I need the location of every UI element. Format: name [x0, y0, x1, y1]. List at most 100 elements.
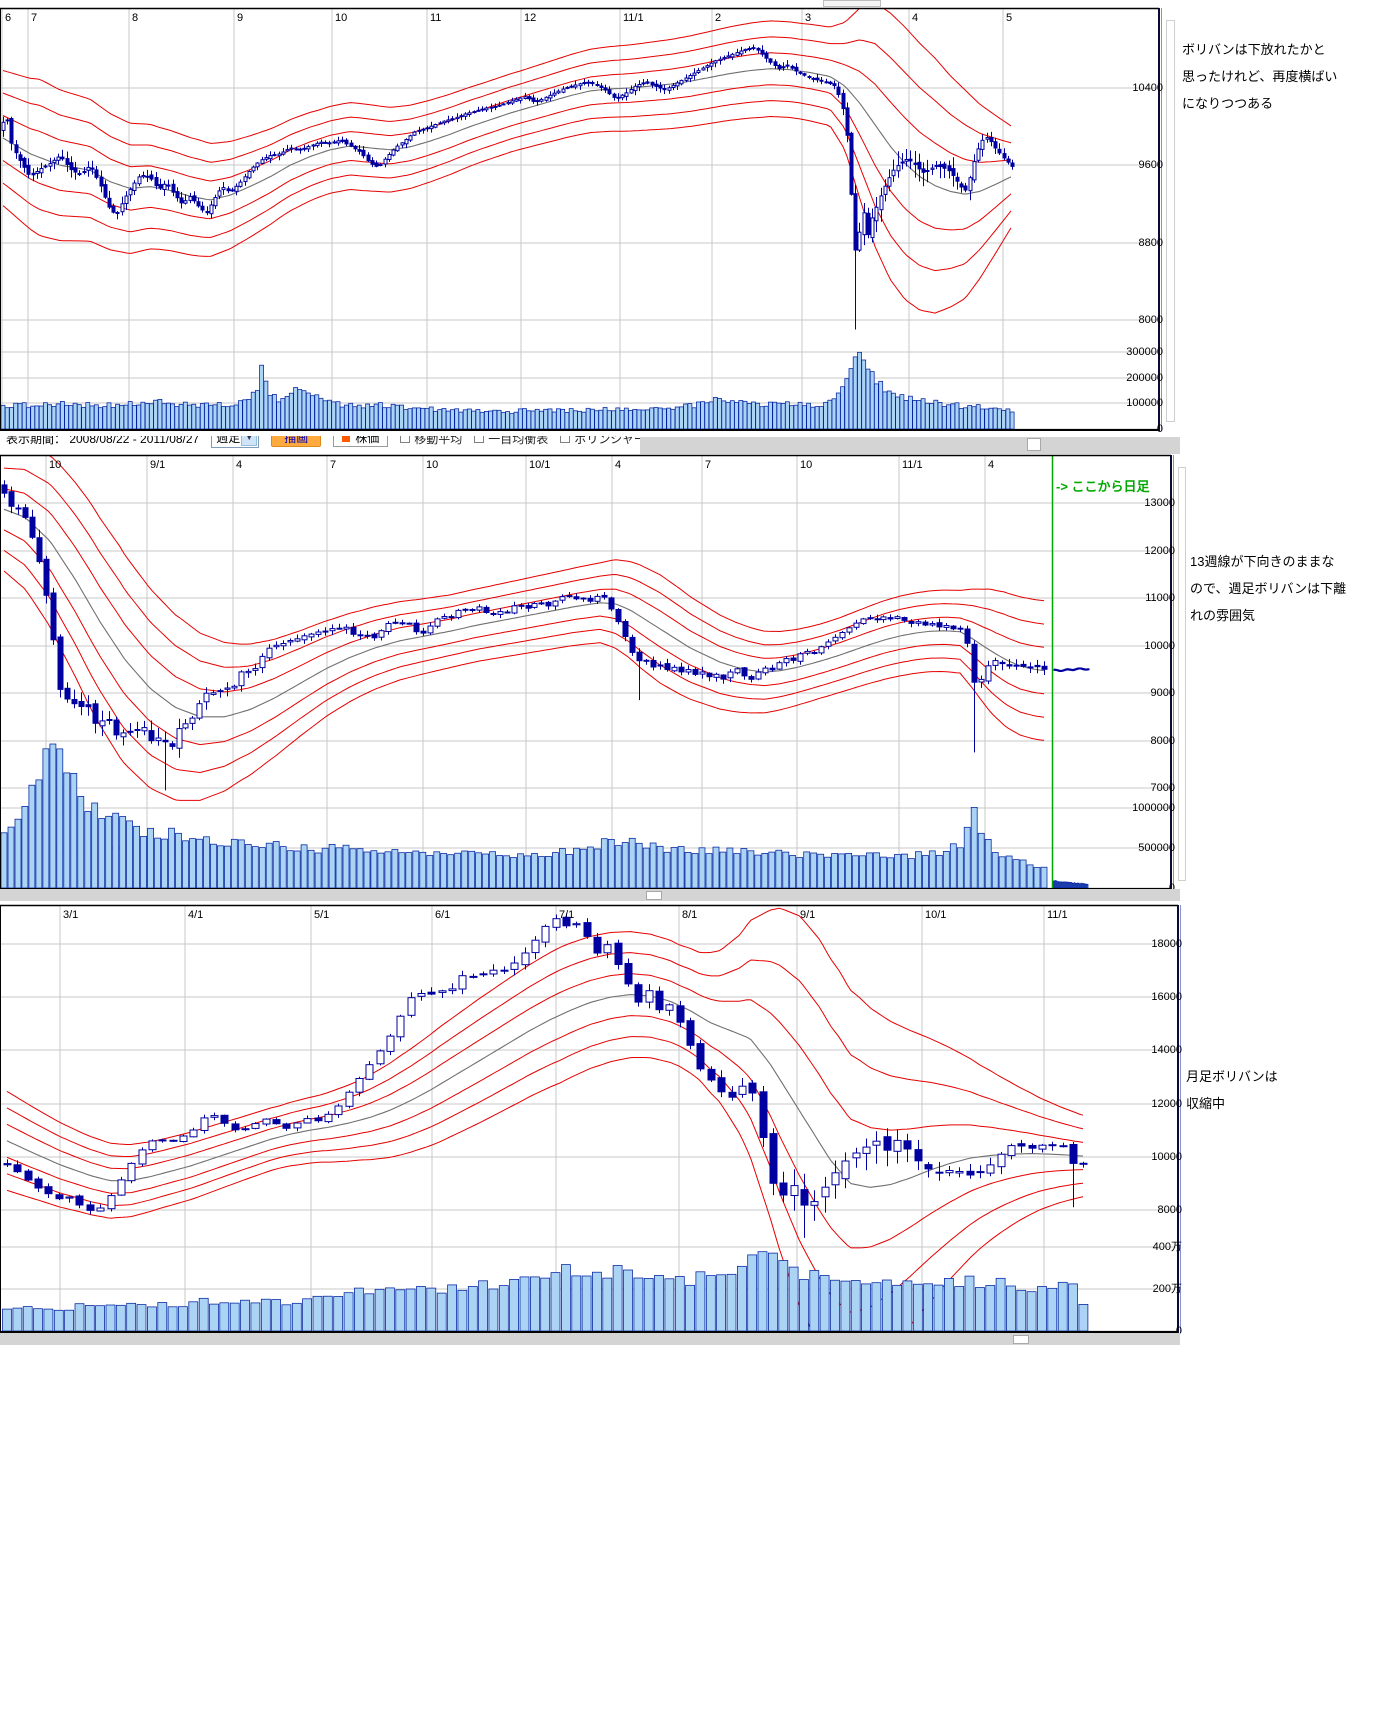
volume-axis-tick-label: 500000 [1138, 842, 1175, 854]
price-axis-tick-label: 10000 [1151, 1151, 1182, 1163]
x-axis-tick-label: 5 [1006, 12, 1012, 24]
x-axis-tick-label: 10/1 [529, 459, 550, 471]
monthly-scroll-thumb[interactable] [1013, 1335, 1029, 1344]
price-axis-tick-label: 11000 [1145, 592, 1175, 604]
volume-axis-tick-label: 0 [1157, 423, 1163, 435]
price-axis-tick-label: 13000 [1144, 497, 1175, 509]
weekly-bottom-scrollbar[interactable] [0, 889, 1180, 901]
bollinger-band-line [2, 84, 1012, 231]
price-color-swatch-icon [342, 436, 351, 442]
x-axis-tick-label: 6 [5, 12, 11, 24]
x-axis-tick-label: 11/1 [1047, 909, 1068, 921]
x-axis-tick-label: 4 [236, 459, 242, 471]
x-axis-tick-label: 8/1 [682, 909, 697, 921]
bollinger-band-line [3, 570, 1045, 801]
bollinger-band-line [2, 52, 1012, 182]
x-axis-tick-label: 10 [335, 12, 347, 24]
weekly-bollinger-chart[interactable]: 10 9/1 4 7 10 10/1 4 7 10 11/1 4 13000 12000 11000 100… [0, 446, 1175, 894]
daily-start-marker-label: -> ここから日足 [1056, 479, 1150, 494]
x-axis-tick-label: 11/1 [623, 12, 644, 24]
price-axis-tick-label: 14000 [1151, 1044, 1182, 1056]
annotation-line: ボリバンは下放れたかと [1182, 42, 1326, 57]
bollinger-band-line [6, 907, 1084, 1145]
x-axis-tick-label: 9/1 [150, 459, 165, 471]
toolbar-scroll-thumb[interactable] [1027, 438, 1041, 451]
bollinger-band-line [6, 1015, 1084, 1249]
checkbox-icon[interactable] [474, 436, 485, 443]
bollinger-band-line [2, 115, 1012, 314]
bollinger-band-line [3, 467, 1045, 668]
price-axis-tick-label: 10400 [1132, 82, 1163, 94]
chevron-down-icon[interactable]: ▼ [241, 436, 258, 446]
annotation-line: ので、週足ボリバンは下離 [1190, 581, 1347, 596]
x-axis-tick-label: 11/1 [902, 459, 923, 471]
charts-canvas[interactable]: 6 7 8 9 10 11 12 11/1 2 3 4 51040096008800800030000… [0, 0, 1376, 1360]
annotation-daily: ボリバンは下放れたかと 思ったけれど、再度横ばい になりつつある [1182, 36, 1337, 117]
x-axis-tick-label: 5/1 [314, 909, 329, 921]
bollinger-band-line [3, 488, 1045, 693]
monthly-bollinger-chart[interactable]: 3/1 4/1 5/1 6/1 7/1 8/1 9/1 10/1 11/1 18000 16000 1… [0, 904, 1182, 1360]
price-legend-chip[interactable]: 株価 [333, 436, 389, 447]
volume-axis-tick-label: 300000 [1126, 346, 1163, 358]
weekly-chart-right-scrollbar[interactable] [1178, 467, 1186, 881]
annotation-line: 月足ボリバンは [1186, 1069, 1278, 1084]
bollinger-band-line [2, 36, 1012, 163]
x-axis-tick-label: 10 [49, 459, 61, 471]
bollinger-band-line [6, 952, 1084, 1157]
daily-chart-right-scrollbar[interactable] [1166, 20, 1175, 422]
x-axis-tick-label: 9/1 [800, 909, 815, 921]
price-axis-tick-label: 8000 [1151, 735, 1175, 747]
x-axis-tick-label: 2 [715, 12, 721, 24]
annotation-line: 13週線が下向きのままな [1190, 554, 1335, 569]
display-period-label: 表示期間： 2008/08/22 - 2011/08/27 [6, 436, 200, 446]
bollinger-band-line [2, 9, 1012, 144]
price-axis-tick-label: 8800 [1139, 237, 1163, 249]
x-axis-tick-label: 9 [237, 12, 243, 24]
price-axis-tick-label: 7000 [1151, 782, 1175, 794]
price-axis-tick-label: 18000 [1151, 938, 1182, 950]
daily-bollinger-chart[interactable]: 6 7 8 9 10 11 12 11/1 2 3 4 5 10400 9600 8800 8000 30000… [0, 3, 1163, 435]
x-axis-tick-label: 6/1 [435, 909, 450, 921]
moving-average-line [2, 68, 1012, 201]
bollinger-band-line [3, 529, 1045, 746]
bollinger-band-line [6, 1057, 1084, 1331]
checkbox-ichimoku[interactable]: 一目均衡表 [474, 436, 548, 447]
bollinger-band-line [49, 456, 1045, 645]
draw-button[interactable]: 描画 [271, 436, 322, 447]
price-axis-tick-label: 16000 [1151, 991, 1182, 1003]
checkbox-icon[interactable] [560, 436, 571, 443]
volume-axis-tick-label: 400万 [1153, 1241, 1182, 1253]
x-axis-tick-label: 3 [805, 12, 811, 24]
x-axis-tick-label: 7/1 [559, 909, 574, 921]
checkbox-bollinger[interactable]: ボリンジャー [560, 436, 640, 447]
x-axis-tick-label: 7 [31, 12, 37, 24]
x-axis-tick-label: 4 [912, 12, 918, 24]
x-axis-tick-label: 3/1 [63, 909, 78, 921]
price-axis-tick-label: 9000 [1151, 687, 1175, 699]
interval-dropdown[interactable]: 週足 ▼ [211, 436, 260, 448]
x-axis-tick-label: 10 [426, 459, 438, 471]
x-axis-tick-label: 4 [988, 459, 994, 471]
checkbox-ma[interactable]: 移動平均 [400, 436, 462, 447]
weekly-scroll-thumb[interactable] [646, 891, 662, 900]
volume-axis-tick-label: 0 [1169, 882, 1175, 894]
x-axis-tick-label: 11 [430, 12, 441, 24]
monthly-bottom-scrollbar[interactable] [0, 1333, 1180, 1345]
x-axis-tick-label: 10/1 [925, 909, 946, 921]
bollinger-band-line [2, 100, 1012, 272]
plot-area[interactable] [1, 446, 1090, 801]
volume-axis-tick-label: 100000 [1126, 397, 1163, 409]
volume-axis-tick-label: 1000000 [1132, 802, 1175, 814]
price-axis-tick-label: 12000 [1151, 1098, 1182, 1110]
annotation-monthly: 月足ボリバンは 収縮中 [1186, 1063, 1278, 1117]
price-axis-tick-label: 8000 [1139, 314, 1163, 326]
volume-axis-tick-label: 0 [1176, 1325, 1182, 1337]
plot-area[interactable] [3, 907, 1088, 1360]
annotation-line: 収縮中 [1186, 1096, 1226, 1111]
volume-axis-tick-label: 200000 [1126, 372, 1163, 384]
plot-area[interactable] [1, 3, 1015, 330]
checkbox-icon[interactable] [400, 436, 411, 443]
annotation-line: 思ったけれど、再度横ばい [1182, 69, 1338, 84]
bollinger-band-line [3, 549, 1045, 774]
